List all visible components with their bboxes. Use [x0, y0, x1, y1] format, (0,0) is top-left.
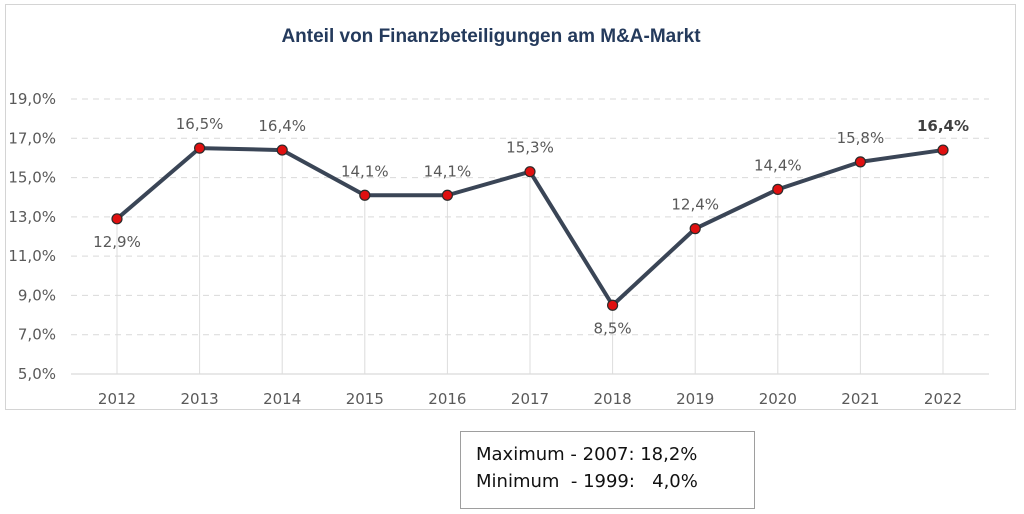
- x-tick-label: 2012: [98, 390, 136, 408]
- y-tick-label: 13,0%: [8, 208, 56, 226]
- x-tick-label: 2019: [676, 390, 714, 408]
- data-label-group: 12,9% 16,5% 16,4% 14,1% 14,1% 15,3% 8,5% 12,4% 1…: [93, 115, 969, 337]
- data-label: 8,5%: [594, 319, 632, 337]
- data-label: 14,1%: [341, 162, 389, 180]
- data-label: 16,5%: [176, 115, 224, 133]
- y-tick-label: 15,0%: [8, 169, 56, 187]
- data-point-marker: [111, 213, 123, 225]
- x-tick-label: 2013: [181, 390, 219, 408]
- data-point-marker: [937, 144, 949, 156]
- data-point-marker: [276, 144, 288, 156]
- maximum-note: Maximum - 2007: 18,2%: [476, 444, 698, 465]
- x-tick-label: 2021: [841, 390, 879, 408]
- x-tick-label: 2016: [428, 390, 466, 408]
- x-axis: 2012 2013 2014 2015 2016 2017 2018 2019 2020 2021…: [98, 390, 962, 408]
- marker-group: [111, 142, 949, 311]
- data-label: 12,4%: [671, 196, 719, 214]
- extremes-note-box: Maximum - 2007: 18,2% Minimum - 1999: 4,…: [460, 431, 755, 509]
- data-label: 15,3%: [506, 139, 554, 157]
- data-label: 14,1%: [424, 162, 472, 180]
- x-tick-label: 2018: [594, 390, 632, 408]
- line-chart: Anteil von Finanzbeteiligungen am M&A-Ma…: [8, 26, 989, 408]
- y-axis: 5,0% 7,0% 9,0% 11,0% 13,0% 15,0% 17,0% 19,0%: [8, 90, 56, 383]
- data-point-marker: [359, 189, 371, 201]
- x-tick-label: 2015: [346, 390, 384, 408]
- data-point-marker: [854, 156, 867, 168]
- y-tick-label: 17,0%: [8, 129, 56, 147]
- data-point-marker: [441, 189, 453, 201]
- y-tick-label: 19,0%: [8, 90, 56, 108]
- chart-title: Anteil von Finanzbeteiligungen am M&A-Ma…: [281, 26, 701, 47]
- data-point-marker: [524, 166, 536, 178]
- data-point-marker: [194, 142, 206, 154]
- data-point-marker: [606, 299, 619, 311]
- data-label: 14,4%: [754, 156, 802, 174]
- data-label: 12,9%: [93, 233, 141, 251]
- data-label: 16,4%: [917, 117, 969, 135]
- x-tick-label: 2017: [511, 390, 549, 408]
- grid: [71, 98, 989, 375]
- x-tick-label: 2014: [263, 390, 301, 408]
- y-tick-label: 5,0%: [18, 365, 56, 383]
- data-label: 16,4%: [258, 117, 306, 135]
- x-tick-label: 2020: [759, 390, 797, 408]
- x-tick-label: 2022: [924, 390, 962, 408]
- data-point-marker: [772, 183, 784, 195]
- chart-container: Anteil von Finanzbeteiligungen am M&A-Ma…: [5, 4, 1016, 410]
- data-point-marker: [689, 223, 701, 235]
- y-tick-label: 11,0%: [8, 247, 56, 265]
- y-tick-label: 7,0%: [18, 326, 56, 344]
- y-tick-label: 9,0%: [18, 286, 56, 304]
- data-label: 15,8%: [837, 129, 885, 147]
- minimum-note: Minimum - 1999: 4,0%: [476, 471, 698, 492]
